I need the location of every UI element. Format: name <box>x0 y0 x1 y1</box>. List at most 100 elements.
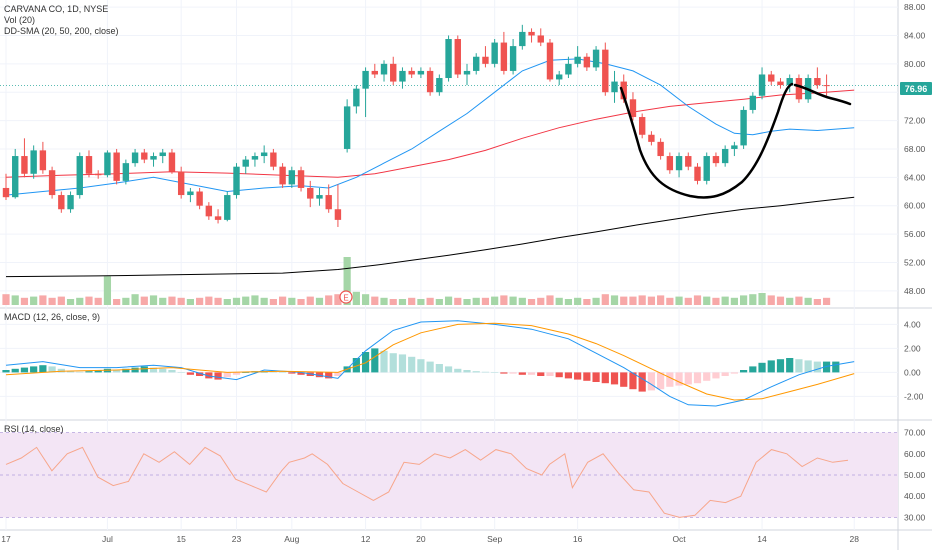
macd-histogram-bar <box>417 359 425 373</box>
macd-histogram-bar <box>352 358 360 373</box>
macd-histogram-bar <box>564 372 573 379</box>
candle-body <box>768 74 775 82</box>
macd-histogram-bar <box>279 372 287 373</box>
volume-bar <box>509 296 517 305</box>
candle-body <box>740 109 747 146</box>
macd-histogram-bar <box>712 372 720 379</box>
volume-bar <box>500 295 508 305</box>
candle-body <box>638 117 646 135</box>
volume-bar <box>140 296 148 305</box>
macd-histogram-bar <box>389 353 397 373</box>
volume-bar <box>380 297 388 305</box>
volume-bar <box>39 295 47 305</box>
candle-body <box>749 95 757 110</box>
candle-body <box>2 187 10 198</box>
candle-body <box>334 209 342 220</box>
volume-bar <box>693 295 702 305</box>
macd-histogram-bar <box>481 371 490 373</box>
candle-body <box>187 191 194 196</box>
macd-histogram-bar <box>205 372 213 379</box>
macd-histogram-bar <box>537 372 545 376</box>
earnings-marker-icon[interactable] <box>339 290 353 304</box>
macd-histogram-bar <box>113 370 121 373</box>
rsi-band <box>0 432 898 518</box>
macd-histogram-bar <box>196 372 204 376</box>
candle-body <box>519 31 526 47</box>
volume-bar <box>684 297 692 305</box>
sma-indicator-title[interactable]: DD-SMA (20, 50, 200, close) <box>4 26 119 36</box>
time-axis-tick: 12 <box>361 534 371 544</box>
macd-histogram-bar <box>177 372 185 373</box>
candle-body <box>426 70 434 93</box>
candle-body <box>648 134 655 142</box>
volume-bar <box>740 295 748 305</box>
volume-bar <box>113 299 121 305</box>
symbol-title[interactable]: CARVANA CO, 1D, NYSE <box>4 4 109 14</box>
candle-body <box>48 170 56 196</box>
macd-indicator-title[interactable]: MACD (12, 26, close, 9) <box>4 312 101 322</box>
volume-bar <box>260 297 268 305</box>
volume-bar <box>481 297 490 305</box>
cup-annotation <box>619 82 794 199</box>
macd-histogram-bar <box>371 348 379 373</box>
macd-histogram-bar <box>629 372 637 390</box>
candle-body <box>113 152 120 181</box>
candle-body <box>224 195 231 220</box>
volume-bar <box>776 296 785 305</box>
rsi-axis-tick: 50.00 <box>904 470 926 480</box>
volume-bar <box>398 299 407 305</box>
macd-histogram-bar <box>57 368 65 373</box>
macd-histogram-bar <box>444 366 453 373</box>
macd-histogram-bar <box>574 372 582 380</box>
candle-body <box>509 46 517 71</box>
candle-body <box>657 141 664 157</box>
candle-body <box>30 150 37 174</box>
candle-body <box>122 163 130 181</box>
axes: 88.0084.0080.0076.0072.0068.0064.0060.00… <box>1 2 925 544</box>
candle-body <box>399 70 406 82</box>
macd-histogram-bar <box>491 372 499 373</box>
candle-body <box>445 39 452 79</box>
candle-body <box>316 195 323 199</box>
macd-histogram-bar <box>76 371 84 373</box>
macd-histogram-bar <box>48 366 56 373</box>
volume-bar <box>408 297 416 305</box>
candle-body <box>196 191 203 206</box>
macd-histogram-bar <box>472 371 480 373</box>
macd-histogram-bar <box>186 372 194 375</box>
macd-histogram-bar <box>122 368 130 373</box>
volume-bar <box>85 296 93 305</box>
macd-histogram-bar <box>2 370 10 373</box>
volume-bar <box>297 299 305 305</box>
time-axis-tick: Sep <box>487 534 502 544</box>
rsi-indicator-title[interactable]: RSI (14, close) <box>4 424 64 434</box>
candle-body <box>362 70 369 89</box>
volume-bar <box>149 295 158 305</box>
volume-bar <box>214 297 222 305</box>
rsi-axis-tick: 60.00 <box>904 449 926 459</box>
volume-bar <box>103 276 112 305</box>
volume-bar <box>444 296 453 305</box>
candle-body <box>703 156 710 181</box>
macd-histogram-bar <box>140 366 148 373</box>
candle-body <box>417 70 425 75</box>
macd-histogram-bar <box>657 372 665 390</box>
macd-histogram-bar <box>398 354 407 373</box>
candle-body <box>279 166 286 185</box>
macd-histogram-bar <box>721 372 729 376</box>
candle-body <box>436 78 443 93</box>
macd-histogram-bar <box>66 371 75 373</box>
volume-indicator-title[interactable]: Vol (20) <box>4 15 36 25</box>
candle-body <box>500 42 508 71</box>
volume-bars <box>2 257 831 305</box>
macd-histogram-bar <box>454 368 462 373</box>
volume-bar <box>168 296 176 305</box>
macd-histogram-bar <box>813 361 821 373</box>
time-axis-tick: 14 <box>757 534 767 544</box>
rsi-panel <box>5 446 849 518</box>
rsi-axis-tick: 70.00 <box>904 428 926 438</box>
macd-axis-tick: 0.00 <box>904 367 921 377</box>
volume-bar <box>601 294 609 305</box>
candle-body <box>473 56 480 71</box>
